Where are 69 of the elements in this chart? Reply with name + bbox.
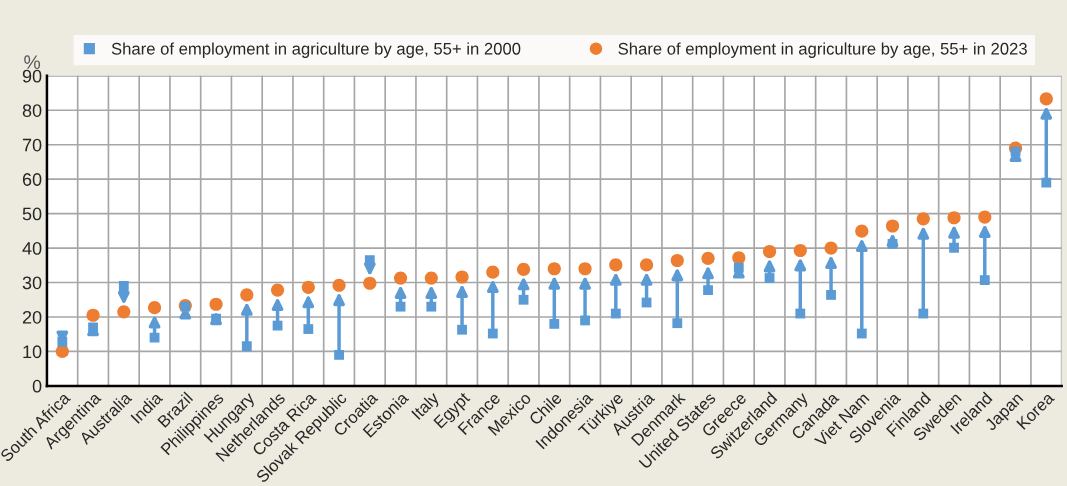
point [363,276,377,290]
point [887,239,898,249]
point [978,210,992,224]
y-tick-label: 40 [22,242,42,255]
point [518,294,529,305]
legend-label: Share of employment in agriculture by age, 55+ in 2000 [111,42,521,58]
point [672,318,683,329]
point [609,258,623,272]
point [916,212,930,226]
point [855,224,869,238]
point [241,341,252,352]
point [793,243,807,258]
point [795,308,806,319]
point [1041,177,1052,188]
point [395,301,406,312]
point [733,262,744,273]
point [856,328,867,339]
y-tick-label: 50 [22,207,42,221]
point [764,273,775,283]
y-tick-label: 0 [32,379,42,393]
point [332,278,346,292]
point [301,280,315,294]
point [547,262,561,276]
y-tick-label: 30 [22,276,42,290]
point [455,270,469,284]
point [303,324,314,334]
point [549,318,560,329]
point [147,301,162,315]
point [424,271,438,285]
point [270,283,285,297]
point [240,288,254,302]
point [487,328,498,339]
y-axis-title: % [24,55,41,69]
point [580,315,590,326]
point [272,320,283,331]
point [118,281,129,291]
point [393,271,408,285]
point [639,258,654,272]
point [732,251,746,265]
point [610,308,621,319]
point [457,324,467,335]
y-tick-label: 10 [23,345,42,359]
point [949,242,959,253]
point [209,297,223,311]
point [334,349,344,360]
point [918,308,929,319]
point [516,262,531,277]
point [486,265,500,279]
point [701,251,715,265]
point [762,244,777,259]
point [947,211,961,225]
point [117,305,131,319]
point [979,275,990,286]
y-tick-label: 90 [22,69,42,83]
legend-label: Share of employment in agriculture by age, 55+ in 2023 [618,42,1027,58]
point [1039,92,1053,106]
point [824,241,838,255]
y-tick-label: 60 [22,173,42,186]
y-tick-label: 80 [22,104,42,117]
point [149,332,160,343]
y-tick-label: 70 [22,138,42,152]
point [578,262,592,276]
point [86,308,100,322]
point [670,253,684,268]
point [885,219,900,233]
y-tick-label: 20 [22,310,42,324]
point [703,285,713,296]
point [826,290,836,300]
point [426,301,437,312]
